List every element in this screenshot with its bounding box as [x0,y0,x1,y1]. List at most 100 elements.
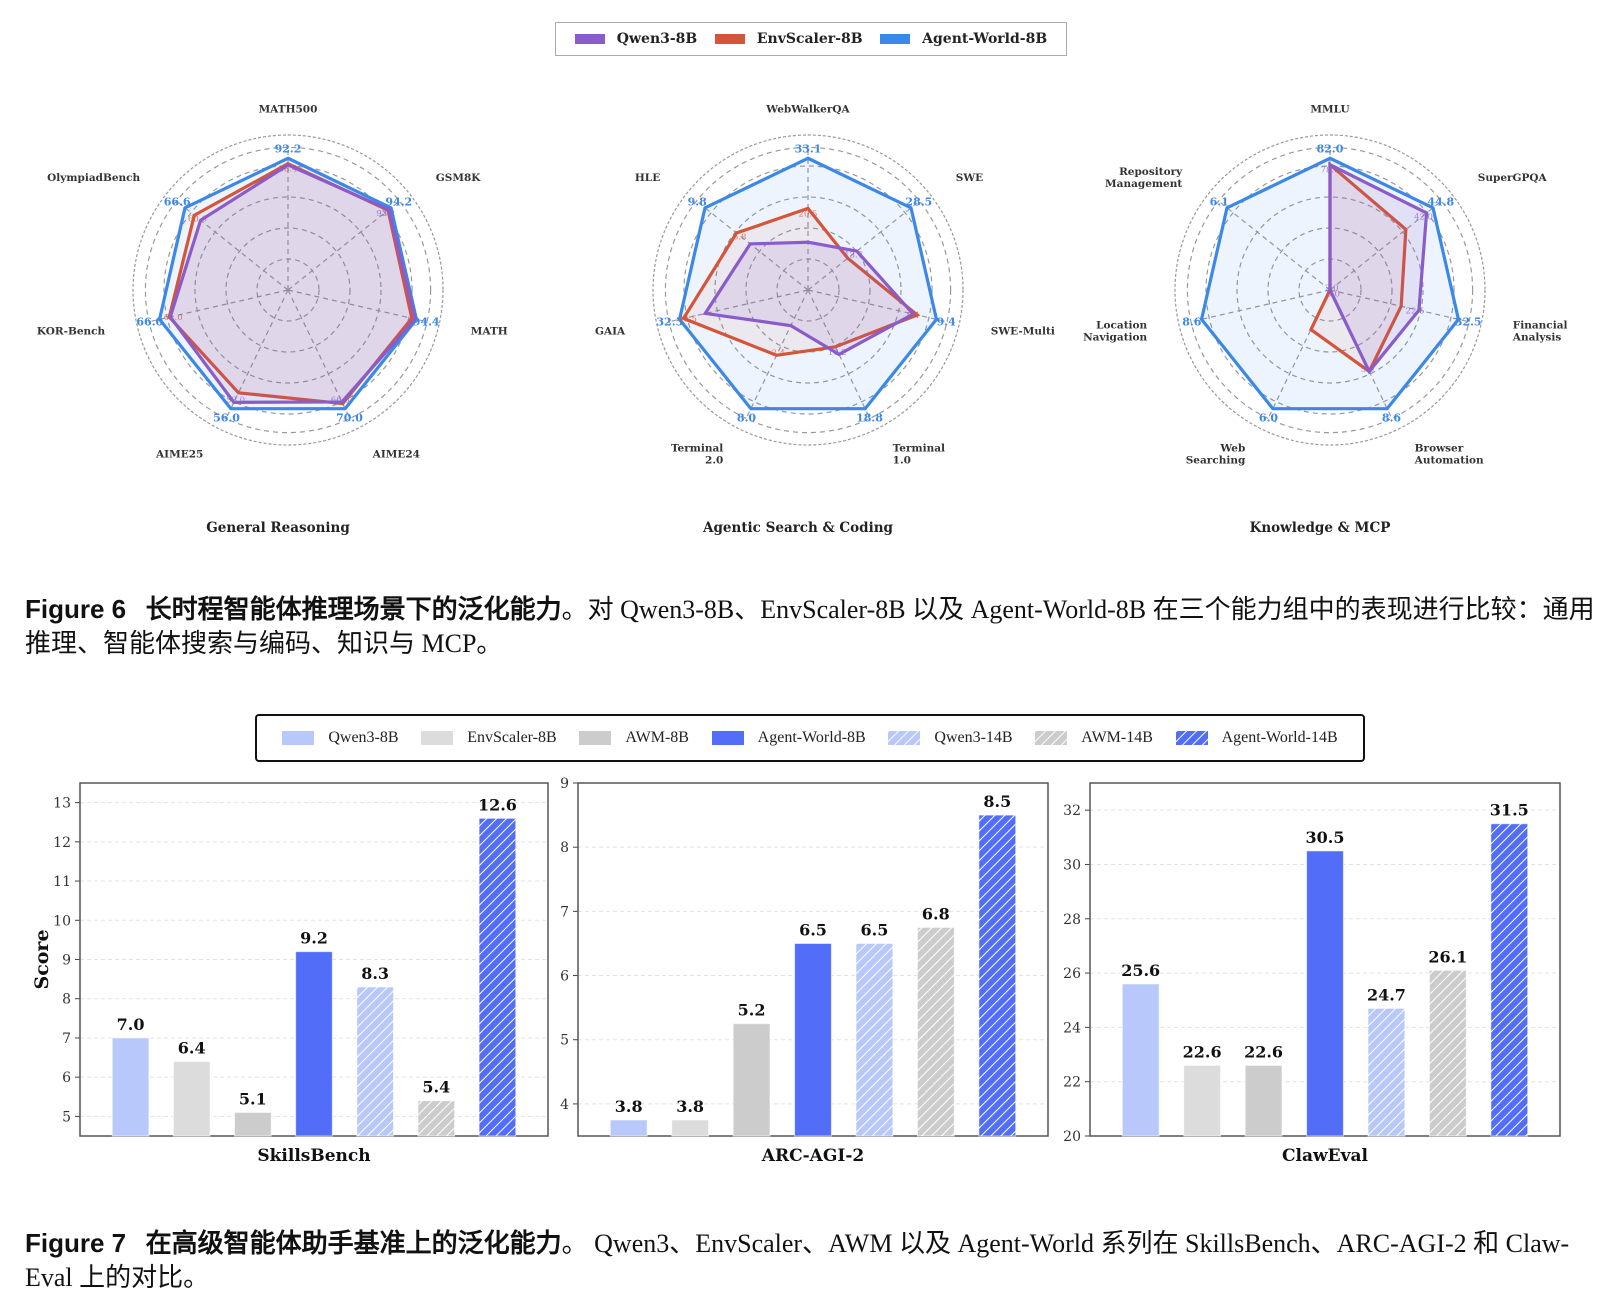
legend-label: AWM-8B [625,729,689,746]
radar-data-label: 8.6 [1382,412,1401,425]
radar-chart: 92.294.294.470.056.066.066.688.461.060.6… [37,104,508,536]
radar-data-label: 32.5 [656,316,683,329]
legend-item-qwen3-8b: Qwen3-8B [574,31,697,47]
bar-envscaler-8b [1183,1064,1222,1137]
radar-data-label: 66.0 [136,316,163,329]
radar-axis-label: Terminal 1.0 [893,442,945,466]
radar-series-qwen3-8b [1328,162,1429,375]
radar-spoke [745,289,809,419]
radar-ring [664,146,952,434]
radar-spoke [807,289,871,419]
bar-value-label: 5.1 [239,1089,267,1108]
legend-label: Qwen3-8B [328,729,399,746]
radar-spoke [1190,289,1331,323]
radar-axis-label: OlympiadBench [47,172,140,184]
radar-ring [163,165,413,415]
radar-title: Knowledge & MCP [1250,520,1391,536]
bar-value-label: 3.8 [615,1097,643,1116]
y-tick-label: 8 [560,840,569,856]
bar-agent-world-14b [478,817,517,1137]
radar-spoke [1267,289,1331,419]
bar-value-label: 24.7 [1367,985,1406,1004]
radar-ring [1186,146,1474,434]
bar-value-label: 8.3 [361,964,389,983]
radar-data-label: 60.6 [188,215,207,225]
legend-item: Agent-World-14B [1175,729,1338,747]
y-tick-label: 6 [560,969,569,985]
y-tick-label: 12 [53,835,71,851]
bar-value-label: 5.2 [738,1001,766,1020]
legend-swatch [880,34,911,44]
bar-agent-world-8b [295,951,333,1137]
legend-label: Qwen3-14B [934,729,1013,746]
radar-axis-label: AIME24 [372,448,420,460]
bar-chart: 20 22 24 26 28 30 32 25.6 22.6 22.6 30.5 24.7 26.1 31… [1063,782,1561,1166]
bar-chart: 5 6 7 8 9 10 11 12 13 7.0 6.4 5.1 9.2 8.3 5.4 12.6 Skill… [31,782,549,1166]
bar-value-label: 5.4 [422,1078,450,1097]
legend-swatch [421,731,454,745]
bar-awm-8b [1244,1064,1283,1137]
bar-agent-world-14b [1490,823,1529,1137]
x-axis-label: ClawEval [1282,1146,1368,1166]
y-axis-label: Score [31,929,53,989]
legend-label: AWM-14B [1081,729,1153,746]
legend-swatch [714,34,745,44]
radar-ring [132,134,444,446]
radar-data-label: 6.1 [1210,196,1229,209]
caption-text: 。 Qwen3、EnvScaler、AWM 以及 Agent-World 系列在… [25,1229,1570,1292]
legend-item-envscaler-8b: EnvScaler-8B [714,31,863,47]
radar-data-label: 18.8 [856,412,883,425]
radar-ring [144,146,432,434]
radar-data-label: 92.2 [376,209,395,219]
caption-title: 在高级智能体助手基准上的泛化能力 [145,1229,562,1259]
radar-data-label: 20.5 [799,209,818,219]
radar-spoke [807,289,948,323]
y-tick-label: 4 [560,1097,569,1113]
y-tick-label: 32 [1063,803,1081,819]
y-tick-label: 7 [560,904,569,920]
radar-data-label: 42.0 [1414,212,1433,222]
bar-value-label: 3.8 [676,1097,704,1116]
radar-spoke [287,200,400,291]
bar-value-label: 8.5 [983,792,1011,811]
y-tick-label: 11 [53,874,71,890]
caption-text: 。对 Qwen3-8B、EnvScaler-8B 以及 Agent-World-… [25,595,1595,658]
bar-awm-8b [732,1023,771,1137]
figure7-legend: Qwen3-8B EnvScaler-8B AWM-8B Agent-World… [255,714,1365,762]
radar-data-label: 2.0 [1325,283,1339,293]
bar-qwen3-8b [1121,983,1160,1137]
bar-value-label: 9.2 [300,929,328,948]
radar-spoke [1329,289,1393,419]
radar-series-agent-world-8b [157,156,419,411]
radar-axis-label: Browser Automation [1414,442,1484,466]
radar-data-label: 22.5 [1406,306,1425,316]
legend-item: AWM-14B [1035,729,1153,747]
legend-swatch [282,731,315,745]
bar-agent-world-8b [1306,850,1344,1137]
radar-data-label: 8.6 [1182,316,1201,329]
radar-series-qwen3-8b [702,240,916,357]
legend-swatch [574,34,605,44]
figure6-caption: Figure 6 长时程智能体推理场景下的泛化能力。对 Qwen3-8B、Env… [25,592,1595,661]
legend-swatch [1175,731,1208,745]
radar-data-label: 8.0 [737,412,756,425]
radar-data-label: 9.4 [937,316,956,329]
bar-chart: 4 5 6 7 8 9 3.8 3.8 5.2 6.5 6.5 6.8 8.5 ARC-AGI-2 [560,776,1049,1166]
bar-envscaler-8b [671,1119,710,1137]
x-axis-label: ARC-AGI-2 [761,1146,864,1166]
bar-value-label: 22.6 [1183,1042,1222,1061]
bar-qwen3-14b [356,986,394,1137]
bar-awm-14b [1428,969,1467,1137]
y-tick-label: 30 [1063,857,1081,873]
radar-spoke [148,289,289,323]
legend-swatch [711,731,744,745]
radar-data-label: 82.0 [1317,142,1344,155]
bar-agent-world-8b [794,942,832,1137]
radar-ring [652,134,964,446]
radar-ring [225,227,351,353]
bar-value-label: 12.6 [478,795,517,814]
radar-spoke [287,289,428,323]
bar-awm-14b [417,1100,456,1137]
radar-data-label: 44.8 [1427,196,1454,209]
radar-axis-label: GAIA [595,325,626,337]
